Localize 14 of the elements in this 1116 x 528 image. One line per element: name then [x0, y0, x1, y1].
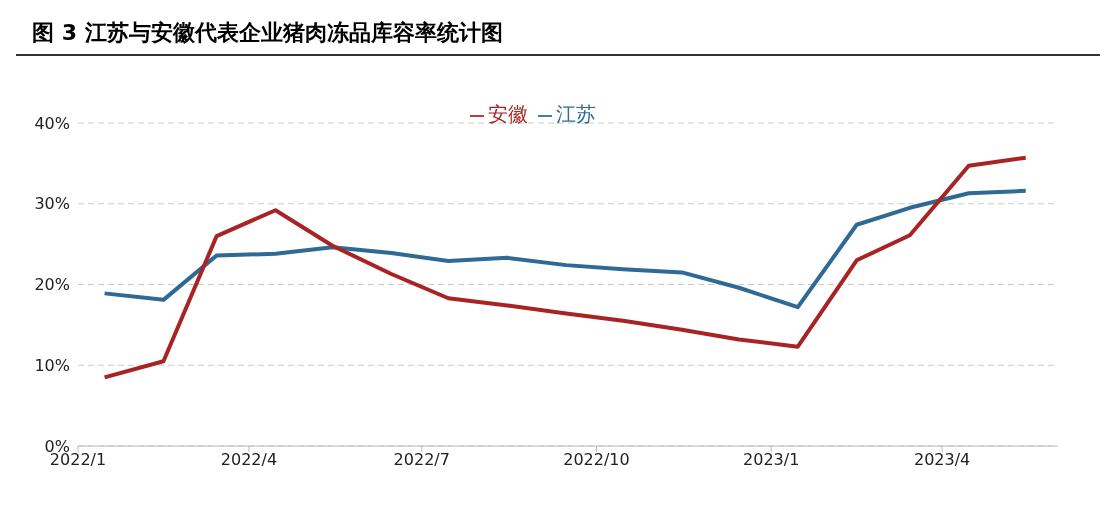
y-tick-label: 20%	[34, 275, 70, 295]
y-tick-label: 10%	[34, 355, 70, 375]
x-tick-label: 2022/4	[220, 450, 278, 470]
x-tick-label: 2023/1	[743, 450, 800, 470]
y-tick-label: 40%	[34, 113, 70, 133]
y-tick-label: 30%	[34, 194, 70, 214]
x-tick-label: 2022/7	[393, 450, 450, 470]
line-series	[102, 188, 1028, 310]
x-tick-label: 2023/4	[914, 450, 971, 470]
x-tick-label: 2022/10	[563, 450, 630, 470]
chart-title: 图 3 江苏与安徽代表企业猪肉冻品库容率统计图	[16, 8, 1100, 56]
legend-label: 江苏	[556, 102, 596, 126]
line-series	[102, 155, 1028, 380]
legend-label: 安徽	[488, 102, 528, 126]
